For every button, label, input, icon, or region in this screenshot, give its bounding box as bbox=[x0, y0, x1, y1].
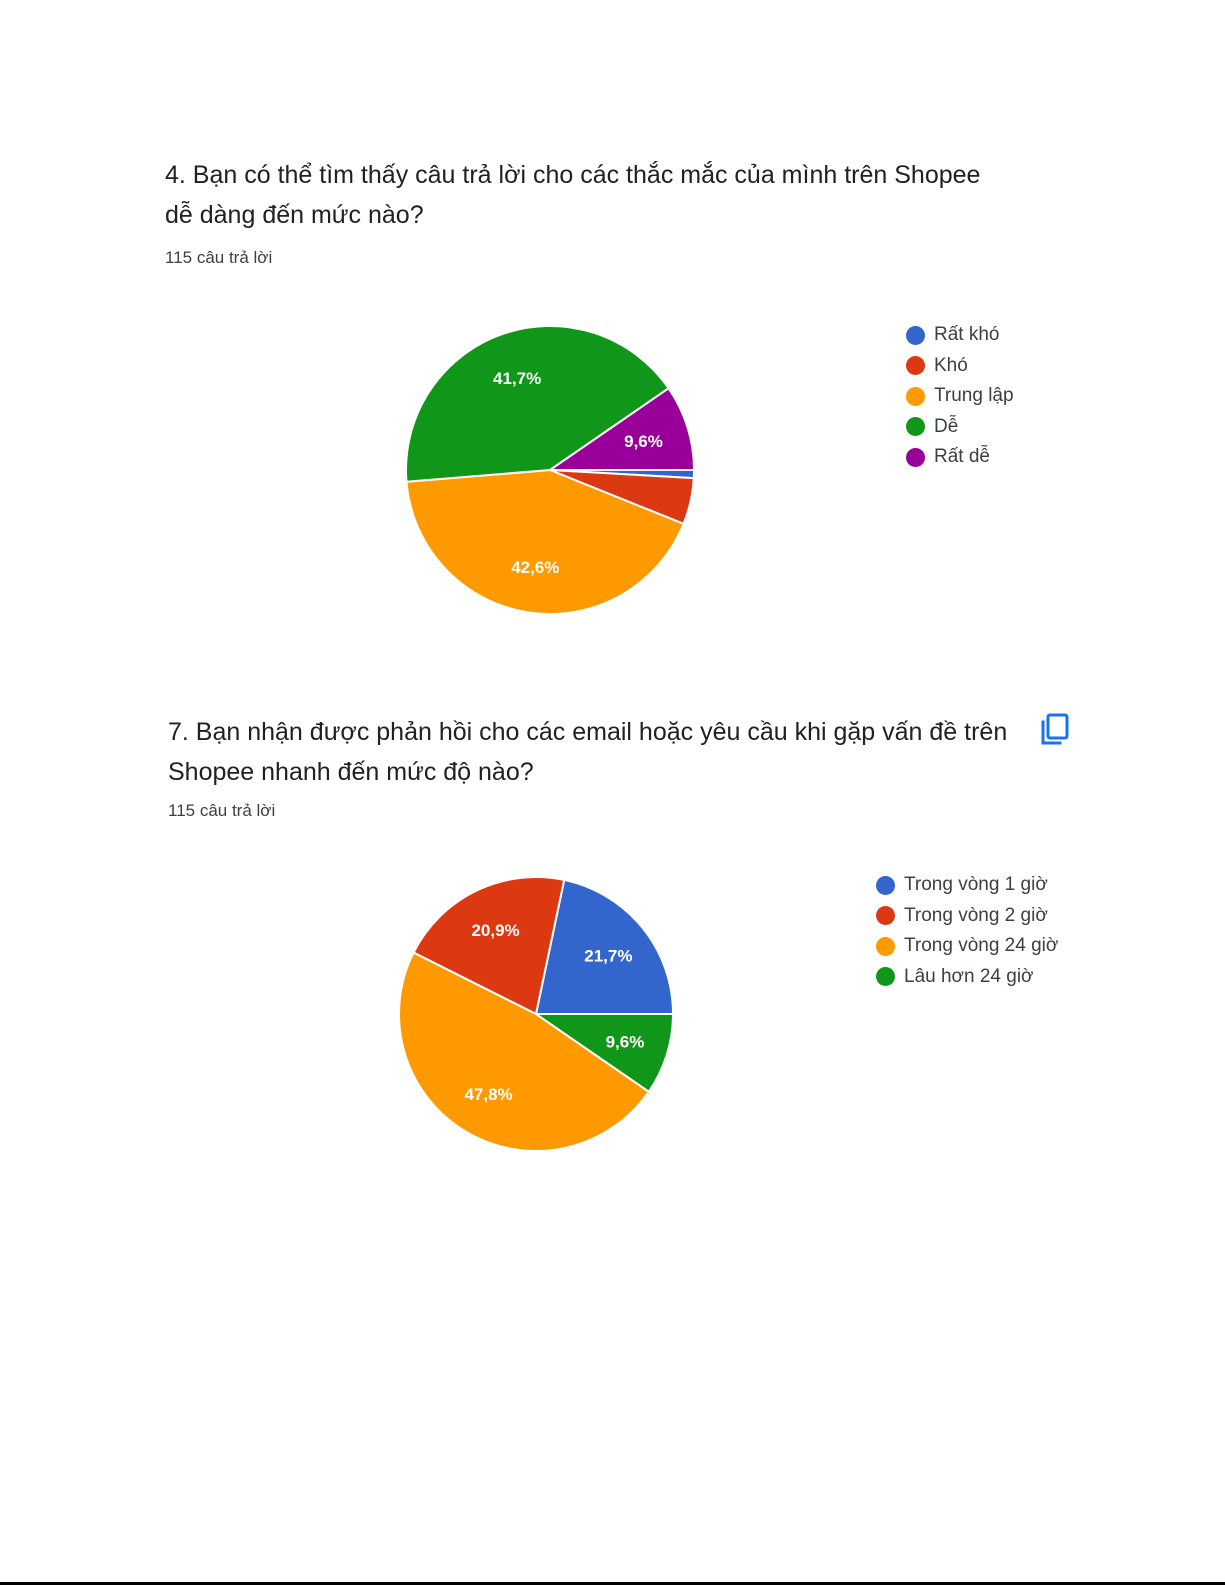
question-title: 7. Bạn nhận được phản hồi cho các email … bbox=[168, 712, 1007, 792]
legend-item[interactable]: Lâu hơn 24 giờ bbox=[876, 962, 1058, 993]
legend-item[interactable]: Trong vòng 24 giờ bbox=[876, 931, 1058, 962]
legend-swatch bbox=[906, 386, 925, 406]
pie-data-label: 47,8% bbox=[464, 1085, 512, 1104]
chart-legend: Rất khó Khó Trung lập Dễ Rất dễ bbox=[906, 320, 1014, 473]
page-bottom-border bbox=[0, 1582, 1225, 1585]
legend-label: Rất dễ bbox=[934, 446, 990, 468]
response-count: 115 câu trả lời bbox=[165, 248, 273, 267]
legend-label: Trong vòng 2 giờ bbox=[904, 904, 1048, 926]
pie-slice-5[interactable] bbox=[546, 386, 696, 471]
pie-chart-easy-to-find: 42,6% 41,7% 9,6% bbox=[405, 325, 696, 615]
copy-icon[interactable] bbox=[1038, 712, 1072, 748]
legend-item[interactable]: Rất khó bbox=[906, 320, 1014, 351]
legend-item[interactable]: Trong vòng 1 giờ bbox=[876, 870, 1058, 901]
legend-swatch bbox=[876, 875, 895, 895]
pie-data-label: 41,7% bbox=[493, 369, 541, 388]
legend-label: Khó bbox=[934, 354, 968, 376]
pie-slice-3[interactable] bbox=[405, 468, 685, 615]
pie-data-label: 42,6% bbox=[511, 558, 559, 577]
legend-label: Lâu hơn 24 giờ bbox=[904, 965, 1034, 987]
question-title-line2: Shopee nhanh đến mức độ nào? bbox=[168, 758, 534, 786]
pie-slice-2[interactable] bbox=[412, 876, 566, 1016]
question-title-line2: dễ dàng đến mức nào? bbox=[165, 201, 424, 229]
pie-slice-3[interactable] bbox=[398, 951, 651, 1152]
pie-slice-1[interactable] bbox=[534, 878, 675, 1015]
legend-label: Rất khó bbox=[934, 324, 1000, 346]
chart-legend: Trong vòng 1 giờ Trong vòng 2 giờ Trong vò… bbox=[876, 870, 1058, 992]
legend-label: Dễ bbox=[934, 415, 959, 437]
legend-label: Trong vòng 24 giờ bbox=[904, 935, 1059, 957]
pie-data-label: 9,6% bbox=[624, 432, 663, 451]
legend-label: Trung lập bbox=[934, 385, 1014, 407]
pie-chart-response-speed: 21,7% 20,9% 47,8% 9,6% bbox=[398, 876, 675, 1152]
pie-data-label: 21,7% bbox=[584, 946, 632, 965]
legend-item[interactable]: Trung lập bbox=[906, 381, 1014, 412]
legend-swatch bbox=[876, 906, 895, 926]
legend-item[interactable]: Trong vòng 2 giờ bbox=[876, 901, 1058, 932]
legend-item[interactable]: Khó bbox=[906, 351, 1014, 382]
legend-swatch bbox=[876, 967, 895, 987]
pie-slice-4[interactable] bbox=[405, 325, 670, 483]
pie-slice-4[interactable] bbox=[532, 1013, 675, 1094]
question-title-line1: 7. Bạn nhận được phản hồi cho các email … bbox=[168, 718, 1008, 746]
pie-data-label: 20,9% bbox=[471, 921, 519, 940]
legend-item[interactable]: Dễ bbox=[906, 412, 1014, 443]
response-count: 115 câu trả lời bbox=[168, 801, 276, 820]
legend-swatch bbox=[906, 325, 925, 345]
pie-data-label: 9,6% bbox=[606, 1033, 645, 1052]
legend-label: Trong vòng 1 giờ bbox=[904, 874, 1048, 896]
legend-swatch bbox=[906, 356, 925, 376]
legend-swatch bbox=[876, 936, 895, 956]
question-title-line1: 4. Bạn có thể tìm thấy câu trả lời cho c… bbox=[165, 161, 981, 189]
question-title: 4. Bạn có thể tìm thấy câu trả lời cho c… bbox=[165, 155, 980, 235]
legend-item[interactable]: Rất dễ bbox=[906, 442, 1014, 473]
legend-swatch bbox=[906, 417, 925, 437]
legend-swatch bbox=[906, 447, 925, 467]
